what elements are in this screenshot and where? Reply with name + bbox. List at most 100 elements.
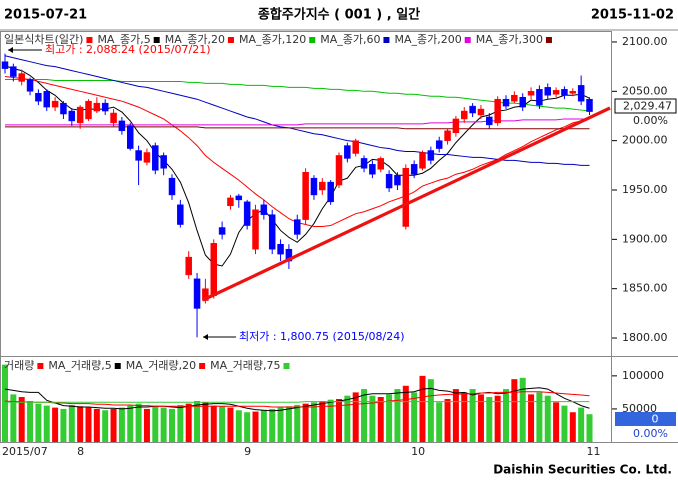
volume-bar <box>519 377 526 442</box>
candle-body <box>60 102 67 115</box>
price-box-label: 2,029.47 <box>623 100 672 113</box>
candle-body <box>243 201 251 226</box>
legend-swatch <box>464 37 471 43</box>
legend-label: MA_거래량,20 <box>126 359 196 372</box>
y-tick-label: 1800.00 <box>622 331 668 344</box>
candle-body <box>235 195 243 201</box>
candle-body <box>85 100 92 120</box>
candle-body <box>26 79 34 92</box>
legend-swatch <box>114 363 121 369</box>
volume-bar <box>427 379 434 442</box>
candle-body <box>18 73 25 82</box>
price-box-change: 0.00% <box>633 114 668 127</box>
volume-box-label: 0 <box>652 413 659 426</box>
volume-bar <box>310 402 317 442</box>
volume-bar <box>269 408 276 442</box>
candle-body <box>536 89 543 106</box>
candle-body <box>435 140 443 149</box>
volume-bar <box>336 399 342 442</box>
legend-swatch <box>37 363 44 369</box>
candle-body <box>277 244 284 255</box>
candle-body <box>511 95 518 102</box>
x-tick-label: 2015/07 <box>2 445 48 458</box>
candle-body <box>260 204 268 215</box>
volume-bar <box>68 404 75 442</box>
volume-bar <box>252 411 259 442</box>
volume-bar <box>578 407 585 442</box>
legend-swatch <box>383 37 390 43</box>
volume-bar <box>327 399 334 442</box>
candle-body <box>444 130 451 141</box>
candle-body <box>76 106 84 124</box>
x-tick-label: 8 <box>77 445 84 458</box>
x-tick-label: 9 <box>244 445 251 458</box>
price-box <box>614 98 677 114</box>
candle-body <box>51 100 59 108</box>
candle-body <box>486 116 493 126</box>
candle-body <box>352 140 359 154</box>
candle-body <box>101 102 109 112</box>
candle-body <box>552 90 560 95</box>
footer: Daishin Securities Co. Ltd. <box>493 463 672 477</box>
candle-body <box>461 110 468 120</box>
candle-body <box>577 85 585 102</box>
volume-bar <box>102 410 109 442</box>
legend-swatch <box>86 37 93 43</box>
volume-bar <box>260 410 267 442</box>
volume-bar <box>553 402 560 442</box>
candle-body <box>177 204 184 225</box>
y-tick-label: 1850.00 <box>622 282 668 295</box>
volume-bar <box>402 385 409 442</box>
volume-bar <box>352 392 359 442</box>
y-tick-label: 2100.00 <box>622 35 668 48</box>
volume-bar <box>569 412 576 442</box>
candle-body <box>310 177 318 196</box>
candle-body <box>569 91 577 94</box>
candle-body <box>294 219 301 235</box>
volume-bar <box>235 410 242 442</box>
end-date: 2015-11-02 <box>591 8 674 23</box>
volume-bar <box>394 389 401 442</box>
volume-bar <box>210 405 217 442</box>
candle-body <box>419 152 426 169</box>
x-tick-label: 10 <box>411 445 425 458</box>
candle-body <box>268 214 276 250</box>
volume-bar <box>302 403 309 442</box>
candle-body <box>210 243 217 296</box>
volume-bar <box>135 403 142 442</box>
volume-bar <box>544 395 551 442</box>
legend-label: MA_거래량,5 <box>48 359 111 372</box>
start-date: 2015-07-21 <box>4 8 87 23</box>
candle-body <box>469 105 476 114</box>
candle-body <box>494 98 501 124</box>
volume-bar <box>386 394 393 442</box>
volume-bar <box>586 414 593 442</box>
candle-body <box>335 155 343 186</box>
candle-body <box>143 152 151 163</box>
volume-bar <box>461 392 468 442</box>
volume-bar <box>160 407 167 442</box>
ma-line <box>4 391 590 408</box>
volume-bar <box>528 394 535 442</box>
volume-bar <box>185 403 192 442</box>
candle-body <box>519 96 526 108</box>
volume-bar <box>60 408 67 442</box>
legend-label: MA_종가,200 <box>394 33 461 46</box>
volume-bar <box>503 389 509 442</box>
candle-body <box>402 168 410 227</box>
candle-body <box>1 61 9 69</box>
volume-bar <box>452 389 459 442</box>
candle-body <box>561 89 568 96</box>
candle-body <box>35 93 42 102</box>
volume-bar <box>93 408 100 442</box>
legend-label: MA_종가,5 <box>97 33 150 46</box>
volume-bar <box>277 407 284 442</box>
y-tick-label: 2050.00 <box>622 84 668 97</box>
legend-swatch <box>227 37 234 43</box>
candle-body <box>477 108 485 116</box>
volume-bar <box>77 406 84 442</box>
y-tick-label: 1900.00 <box>622 232 668 245</box>
ma-line <box>5 401 590 403</box>
volume-bar <box>35 403 42 442</box>
